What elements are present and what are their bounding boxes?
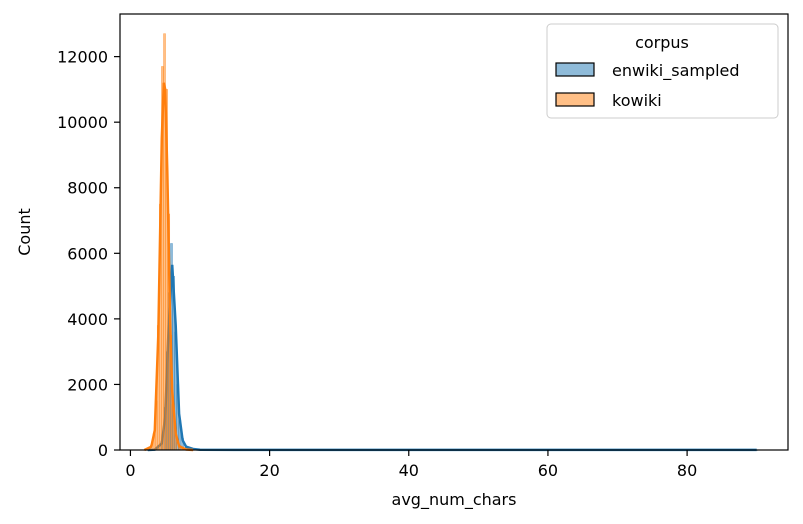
y-tick-label-4000: 4000 [67, 310, 108, 329]
series-kowiki [143, 33, 195, 452]
y-tick-label-12000: 12000 [57, 48, 108, 67]
y-tick-label-6000: 6000 [67, 244, 108, 263]
legend-swatch-enwiki_sampled [555, 62, 595, 77]
x-axis-label: avg_num_chars [392, 490, 517, 510]
plot-area [119, 13, 789, 452]
x-tick-label-80: 80 [677, 461, 697, 480]
x-axis-ticks: 0 20 40 60 80 [125, 450, 697, 480]
legend-title: corpus [635, 33, 689, 52]
y-axis-label: Count [15, 208, 34, 256]
y-tick-label-10000: 10000 [57, 113, 108, 132]
y-axis-ticks: 0 2000 4000 6000 8000 10000 12000 [57, 48, 120, 460]
y-tick-label-2000: 2000 [67, 375, 108, 394]
kde-line-kowiki [143, 82, 194, 452]
legend-box [546, 23, 779, 119]
y-tick-label-0: 0 [98, 441, 108, 460]
x-tick-label-60: 60 [538, 461, 558, 480]
x-tick-label-0: 0 [125, 461, 135, 480]
x-tick-label-20: 20 [259, 461, 279, 480]
x-tick-label-40: 40 [399, 461, 419, 480]
axes-frame [119, 13, 789, 451]
legend-label-enwiki_sampled: enwiki_sampled [612, 61, 740, 81]
y-tick-label-8000: 8000 [67, 179, 108, 198]
series-enwiki_sampled [146, 243, 758, 452]
legend-swatch-kowiki [555, 92, 595, 107]
kde-line-enwiki_sampled [147, 264, 757, 452]
legend-label-kowiki: kowiki [612, 91, 662, 110]
